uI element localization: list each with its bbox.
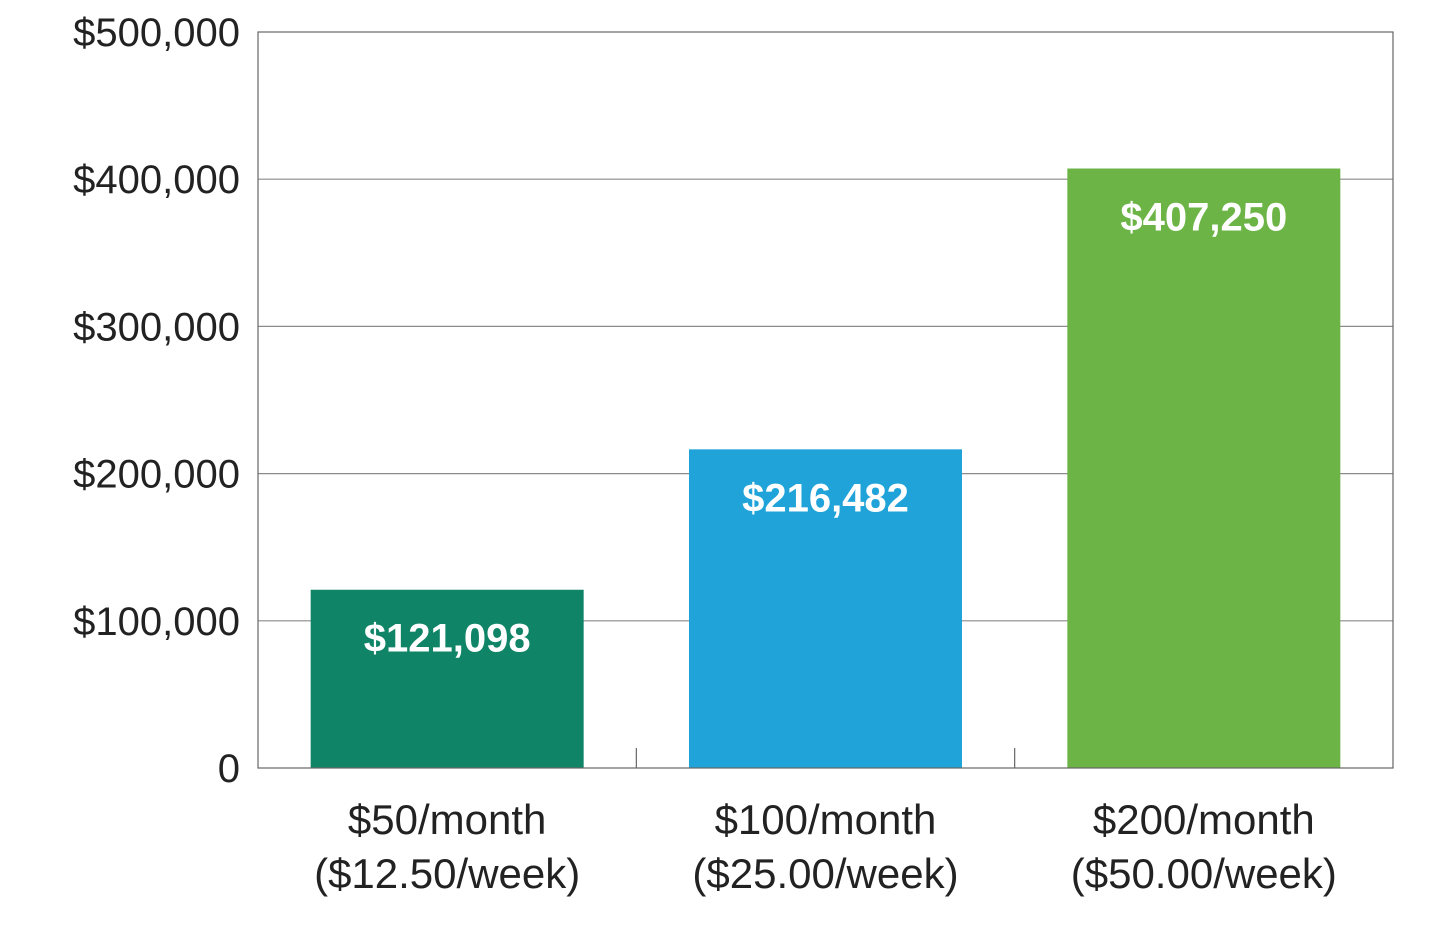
- y-tick-label: $300,000: [73, 305, 240, 349]
- x-category-label-line2: ($50.00/week): [1071, 850, 1337, 897]
- plot-frame: [257, 31, 1394, 769]
- x-axis-category-labels: $50/month ($12.50/week) $100/month ($25.00/…: [314, 796, 1337, 897]
- bar-value-label: $407,250: [1120, 196, 1287, 240]
- y-tick-label: $100,000: [73, 600, 240, 644]
- bar-value-label: $121,098: [364, 617, 531, 661]
- y-axis-tick-labels: 0 $100,000 $200,000 $300,000 $400,000 $500,00…: [73, 11, 240, 791]
- bar: [1067, 168, 1341, 768]
- bar-value-label: $216,482: [742, 476, 909, 520]
- y-tick-label: $200,000: [73, 453, 240, 497]
- bar-value-labels: $121,098 $216,482 $407,250: [364, 196, 1288, 661]
- x-category-label-line2: ($12.50/week): [314, 850, 580, 897]
- y-tick-label: $500,000: [73, 11, 240, 55]
- x-axis-ticks: [635, 748, 1016, 768]
- x-category-label-line1: $50/month: [348, 796, 546, 843]
- x-category-label-line1: $200/month: [1093, 796, 1315, 843]
- bars: [310, 168, 1341, 768]
- bar: [689, 449, 962, 768]
- y-tick-label: $400,000: [73, 158, 240, 202]
- x-category-label-line1: $100/month: [715, 796, 937, 843]
- y-tick-label: 0: [218, 747, 240, 791]
- bar: [310, 589, 584, 768]
- x-category-label-line2: ($25.00/week): [692, 850, 958, 897]
